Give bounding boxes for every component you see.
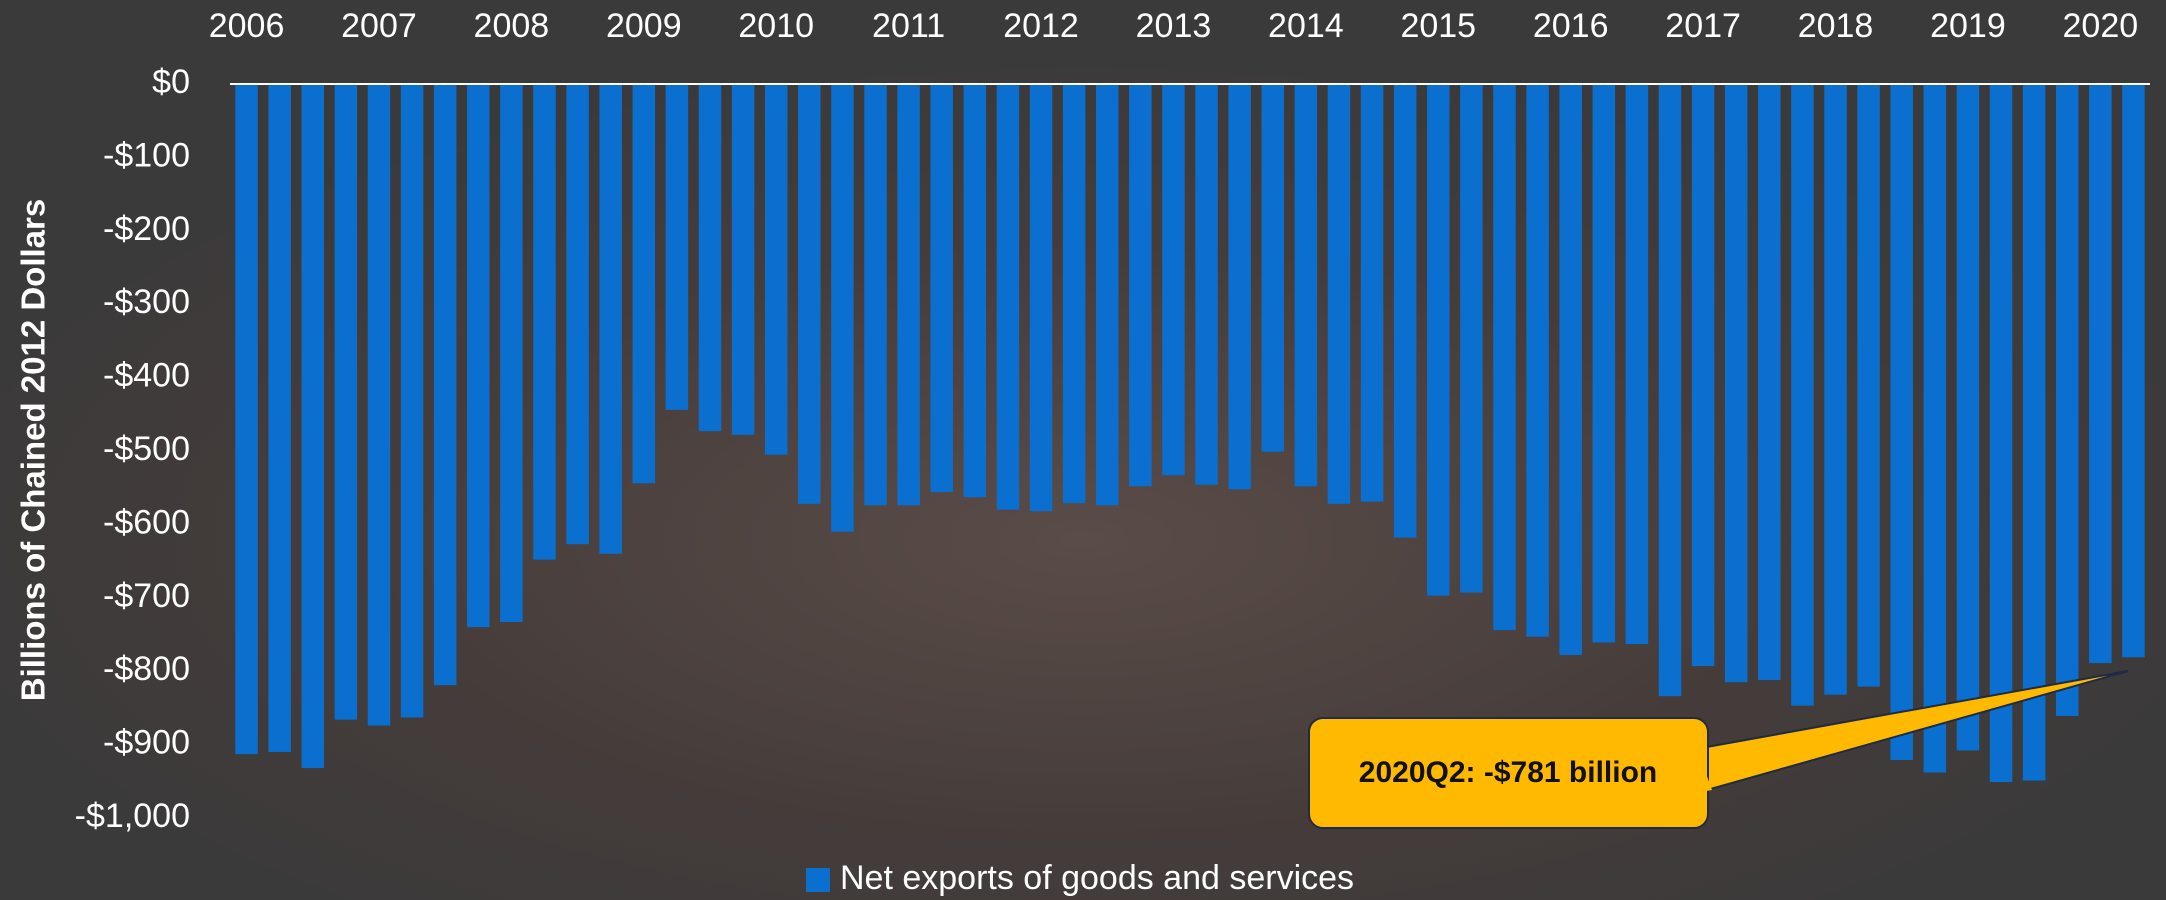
- bar: [1559, 84, 1582, 656]
- bar: [2022, 84, 2046, 781]
- bar: [1923, 84, 1947, 773]
- plot-area: $0 -$100 -$200 -$300 -$400 -$500 -$600 -$700 -$8…: [75, 7, 2150, 835]
- bar: [467, 84, 490, 628]
- y-tick-label: -$200: [103, 210, 190, 248]
- bar: [731, 84, 755, 435]
- bar: [1095, 84, 1119, 506]
- bar: [599, 84, 622, 554]
- x-tick-label: 2019: [1930, 7, 2006, 45]
- bar: [1360, 84, 1384, 502]
- legend-label: Net exports of goods and services: [840, 859, 1354, 897]
- x-tick-label: 2008: [474, 7, 550, 45]
- bar: [1824, 84, 1847, 695]
- bar: [2055, 84, 2079, 716]
- callout-box: [1308, 717, 1709, 829]
- callout-text: 2020Q2: -$781 billion: [1359, 756, 1657, 789]
- bar: [1460, 84, 1483, 593]
- bar: [301, 84, 325, 769]
- x-tick-label: 2020: [2063, 7, 2139, 45]
- bar: [963, 84, 987, 498]
- bar: [533, 84, 556, 560]
- bar: [1129, 84, 1152, 487]
- bar: [1162, 84, 1185, 476]
- bar: [1724, 84, 1748, 683]
- bar: [1393, 84, 1417, 538]
- bar: [632, 84, 656, 484]
- bar: [1294, 84, 1318, 487]
- bar: [1228, 84, 1251, 490]
- bar: [1791, 84, 1814, 706]
- x-tick-label: 2007: [341, 7, 417, 45]
- bar: [2122, 84, 2145, 658]
- x-tick-label: 2017: [1665, 7, 1741, 45]
- bar: [930, 84, 953, 493]
- bar: [1493, 84, 1516, 631]
- bar: [367, 84, 391, 726]
- bar: [764, 84, 788, 455]
- y-tick-label: -$500: [103, 430, 190, 468]
- legend-swatch: [806, 868, 830, 892]
- callout-joint: [1690, 750, 1712, 792]
- bar: [1029, 84, 1053, 512]
- x-tick-label: 2012: [1003, 7, 1079, 45]
- bar: [1857, 84, 1880, 687]
- x-tick-label: 2016: [1533, 7, 1609, 45]
- x-tick-label: 2018: [1798, 7, 1874, 45]
- bar: [1890, 84, 1913, 761]
- bar: [268, 84, 291, 752]
- bar: [1327, 84, 1351, 504]
- bar: [831, 84, 854, 532]
- bar: [235, 84, 258, 755]
- bar: [1062, 84, 1086, 504]
- bar: [1691, 84, 1715, 667]
- bar: [566, 84, 589, 545]
- bar: [433, 84, 457, 686]
- callout: 2020Q2: -$781 billion: [1308, 670, 2129, 829]
- bar: [897, 84, 920, 506]
- bar: [1758, 84, 1781, 681]
- legend: Net exports of goods and services: [806, 859, 1354, 897]
- x-tick-label: 2009: [606, 7, 682, 45]
- y-tick-label: -$300: [103, 283, 190, 321]
- y-tick-label: $0: [152, 63, 190, 101]
- bar: [864, 84, 887, 506]
- y-tick-label: -$800: [103, 650, 190, 688]
- x-tick-label: 2014: [1268, 7, 1344, 45]
- x-tick-label: 2010: [738, 7, 814, 45]
- bar: [1956, 84, 1980, 751]
- bar: [996, 84, 1020, 510]
- bar: [1989, 84, 2013, 783]
- bar: [1658, 84, 1682, 697]
- bar: [1592, 84, 1616, 643]
- bar: [798, 84, 821, 504]
- bar: [665, 84, 689, 410]
- bar: [334, 84, 358, 720]
- bar: [1427, 84, 1450, 596]
- bar: [400, 84, 424, 718]
- x-tick-label: 2015: [1400, 7, 1476, 45]
- x-tick-label: 2011: [872, 7, 945, 45]
- y-tick-label: -$400: [103, 357, 190, 395]
- x-tick-label: 2013: [1136, 7, 1212, 45]
- y-tick-label: -$1,000: [75, 797, 190, 835]
- y-tick-label: -$900: [103, 724, 190, 762]
- y-tick-label: -$700: [103, 577, 190, 615]
- bar: [1625, 84, 1649, 645]
- bar: [1261, 84, 1285, 452]
- bar: [1526, 84, 1549, 637]
- bar: [1195, 84, 1218, 485]
- bar: [698, 84, 722, 432]
- bar: [2089, 84, 2112, 664]
- bar: [500, 84, 523, 623]
- y-tick-label: -$600: [103, 503, 190, 541]
- y-tick-label: -$100: [103, 136, 190, 174]
- x-tick-label: 2006: [209, 7, 285, 45]
- y-axis-title: Billions of Chained 2012 Dollars: [15, 199, 52, 701]
